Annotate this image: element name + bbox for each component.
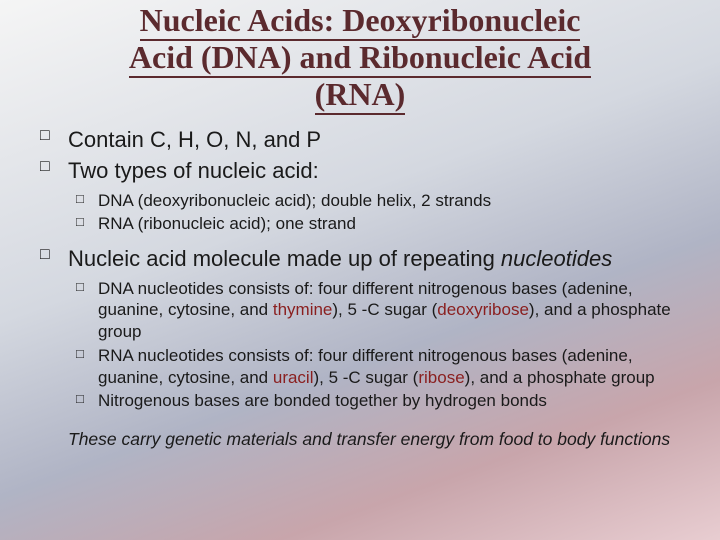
sub-rna-nucleotides: RNA nucleotides consists of: four differ… (68, 345, 690, 389)
bullet-nucleotides-italic: nucleotides (501, 246, 612, 271)
bullet-types-text: Two types of nucleic acid: (68, 158, 319, 183)
bullet-types: Two types of nucleic acid: DNA (deoxyrib… (34, 157, 690, 235)
nucleotides-sublist: DNA nucleotides consists of: four differ… (68, 278, 690, 413)
bullet-nucleotides-pre: Nucleic acid molecule made up of repeati… (68, 246, 501, 271)
ribose-highlight: ribose (418, 368, 464, 387)
rna-nuc-c: ), and a phosphate group (465, 368, 655, 387)
thymine-highlight: thymine (273, 300, 333, 319)
sub-rna: RNA (ribonucleic acid); one strand (68, 213, 690, 235)
bullet-list: Contain C, H, O, N, and P Two types of n… (34, 126, 690, 412)
title-line-1: Nucleic Acids: Deoxyribonucleic (140, 2, 581, 41)
closing-text: These carry genetic materials and transf… (68, 428, 690, 451)
dna-nuc-b: ), 5 -C sugar ( (332, 300, 437, 319)
title-line-3: (RNA) (315, 76, 406, 115)
sub-dna-nucleotides: DNA nucleotides consists of: four differ… (68, 278, 690, 343)
sub-hydrogen-bonds: Nitrogenous bases are bonded together by… (68, 390, 690, 412)
uracil-highlight: uracil (273, 368, 314, 387)
bullet-nucleotides: Nucleic acid molecule made up of repeati… (34, 245, 690, 412)
bullet-elements-text: Contain C, H, O, N, and P (68, 127, 321, 152)
types-sublist: DNA (deoxyribonucleic acid); double heli… (68, 190, 690, 236)
sub-dna: DNA (deoxyribonucleic acid); double heli… (68, 190, 690, 212)
rna-nuc-b: ), 5 -C sugar ( (313, 368, 418, 387)
deoxyribose-highlight: deoxyribose (437, 300, 529, 319)
bullet-elements: Contain C, H, O, N, and P (34, 126, 690, 155)
slide-title: Nucleic Acids: Deoxyribonucleic Acid (DN… (30, 0, 690, 112)
title-line-2: Acid (DNA) and Ribonucleic Acid (129, 39, 591, 78)
